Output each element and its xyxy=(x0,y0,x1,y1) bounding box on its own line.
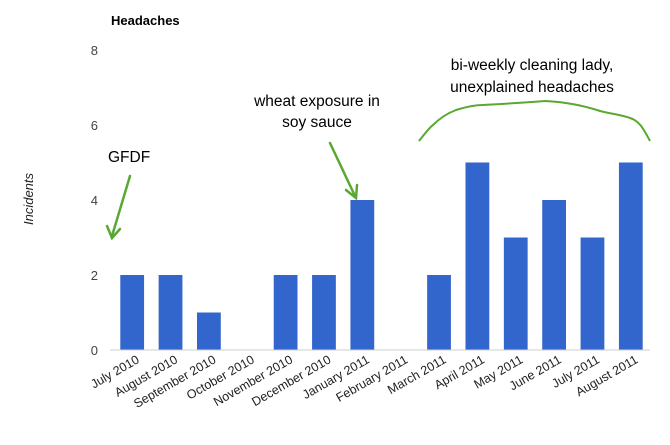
bracket-cleaning xyxy=(418,99,651,142)
y-tick-label: 6 xyxy=(91,118,98,133)
bar xyxy=(542,200,566,350)
bar xyxy=(427,275,451,350)
annotation-cleaning-line1: bi-weekly cleaning lady, xyxy=(451,57,614,74)
bar xyxy=(618,162,643,350)
y-tick-label: 2 xyxy=(91,268,98,283)
annotations: GFDF wheat exposure in soy sauce bi-week… xyxy=(105,57,651,241)
y-tick-label: 0 xyxy=(91,343,98,358)
chart-title: Headaches xyxy=(111,13,180,28)
y-tick-label: 4 xyxy=(91,193,98,208)
annotation-cleaning-line2: unexplained headaches xyxy=(450,79,614,96)
bar xyxy=(350,200,375,350)
bars xyxy=(120,162,643,350)
y-axis-label: Incidents xyxy=(21,172,36,225)
bar xyxy=(120,275,145,350)
arrow-gfdf xyxy=(105,174,132,241)
bar xyxy=(580,237,605,350)
arrow-wheat xyxy=(328,141,359,201)
bar xyxy=(465,162,490,350)
bar xyxy=(273,275,298,350)
bar xyxy=(197,312,221,350)
bar xyxy=(158,275,183,350)
y-tick-label: 8 xyxy=(91,43,98,58)
annotation-gfdf: GFDF xyxy=(108,149,150,166)
annotation-wheat-line1: wheat exposure in xyxy=(253,93,380,110)
y-tick-labels: 0 2 4 6 8 xyxy=(91,43,98,358)
bar xyxy=(312,275,336,350)
bar xyxy=(503,237,528,350)
annotation-wheat-line2: soy sauce xyxy=(282,114,352,131)
